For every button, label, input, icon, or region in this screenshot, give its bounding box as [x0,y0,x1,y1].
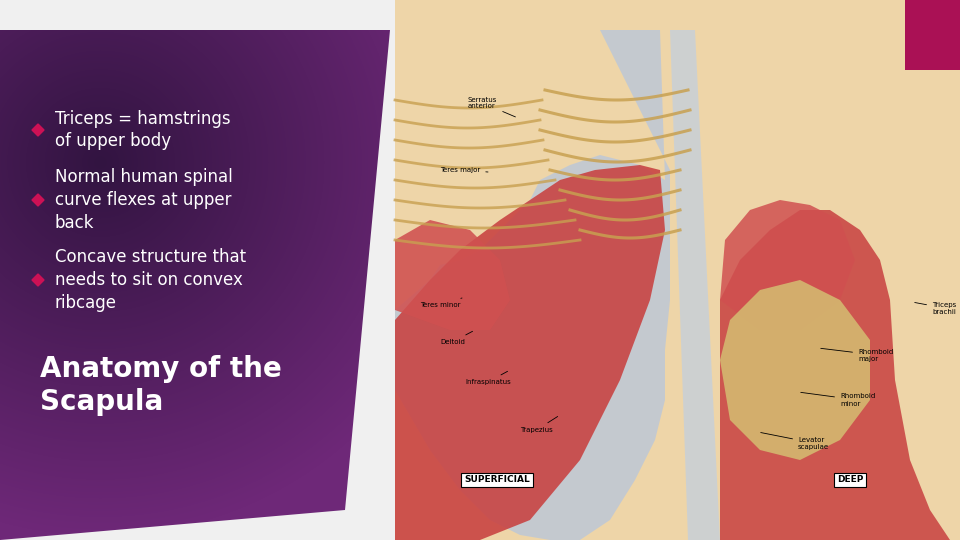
Polygon shape [32,274,44,286]
Polygon shape [32,124,44,136]
Polygon shape [720,200,855,330]
Text: Anatomy of the
Scapula: Anatomy of the Scapula [40,355,281,416]
Text: Rhomboid
minor: Rhomboid minor [801,393,876,407]
Text: DEEP: DEEP [837,476,863,484]
Text: Serratus
anterior: Serratus anterior [468,97,516,117]
Text: Triceps
brachii: Triceps brachii [915,301,956,314]
FancyBboxPatch shape [905,0,960,70]
Text: Rhomboid
major: Rhomboid major [821,348,893,361]
Text: Infraspinatus: Infraspinatus [465,372,511,385]
Text: Concave structure that
needs to sit on convex
ribcage: Concave structure that needs to sit on c… [55,248,246,312]
Polygon shape [395,30,670,540]
Text: Triceps = hamstrings
of upper body: Triceps = hamstrings of upper body [55,110,230,151]
Polygon shape [395,220,510,330]
Text: Deltoid: Deltoid [440,332,472,345]
Polygon shape [395,165,665,540]
Text: Trapezius: Trapezius [520,416,558,433]
Text: Normal human spinal
curve flexes at upper
back: Normal human spinal curve flexes at uppe… [55,168,232,232]
FancyBboxPatch shape [395,0,960,540]
Polygon shape [720,280,870,460]
Text: Teres major: Teres major [440,167,488,173]
Text: Levator
scapulae: Levator scapulae [760,433,829,449]
Polygon shape [395,0,960,540]
Text: Teres minor: Teres minor [420,298,462,308]
Polygon shape [720,210,950,540]
Text: SUPERFICIAL: SUPERFICIAL [464,476,530,484]
Polygon shape [32,194,44,206]
Polygon shape [670,30,720,540]
